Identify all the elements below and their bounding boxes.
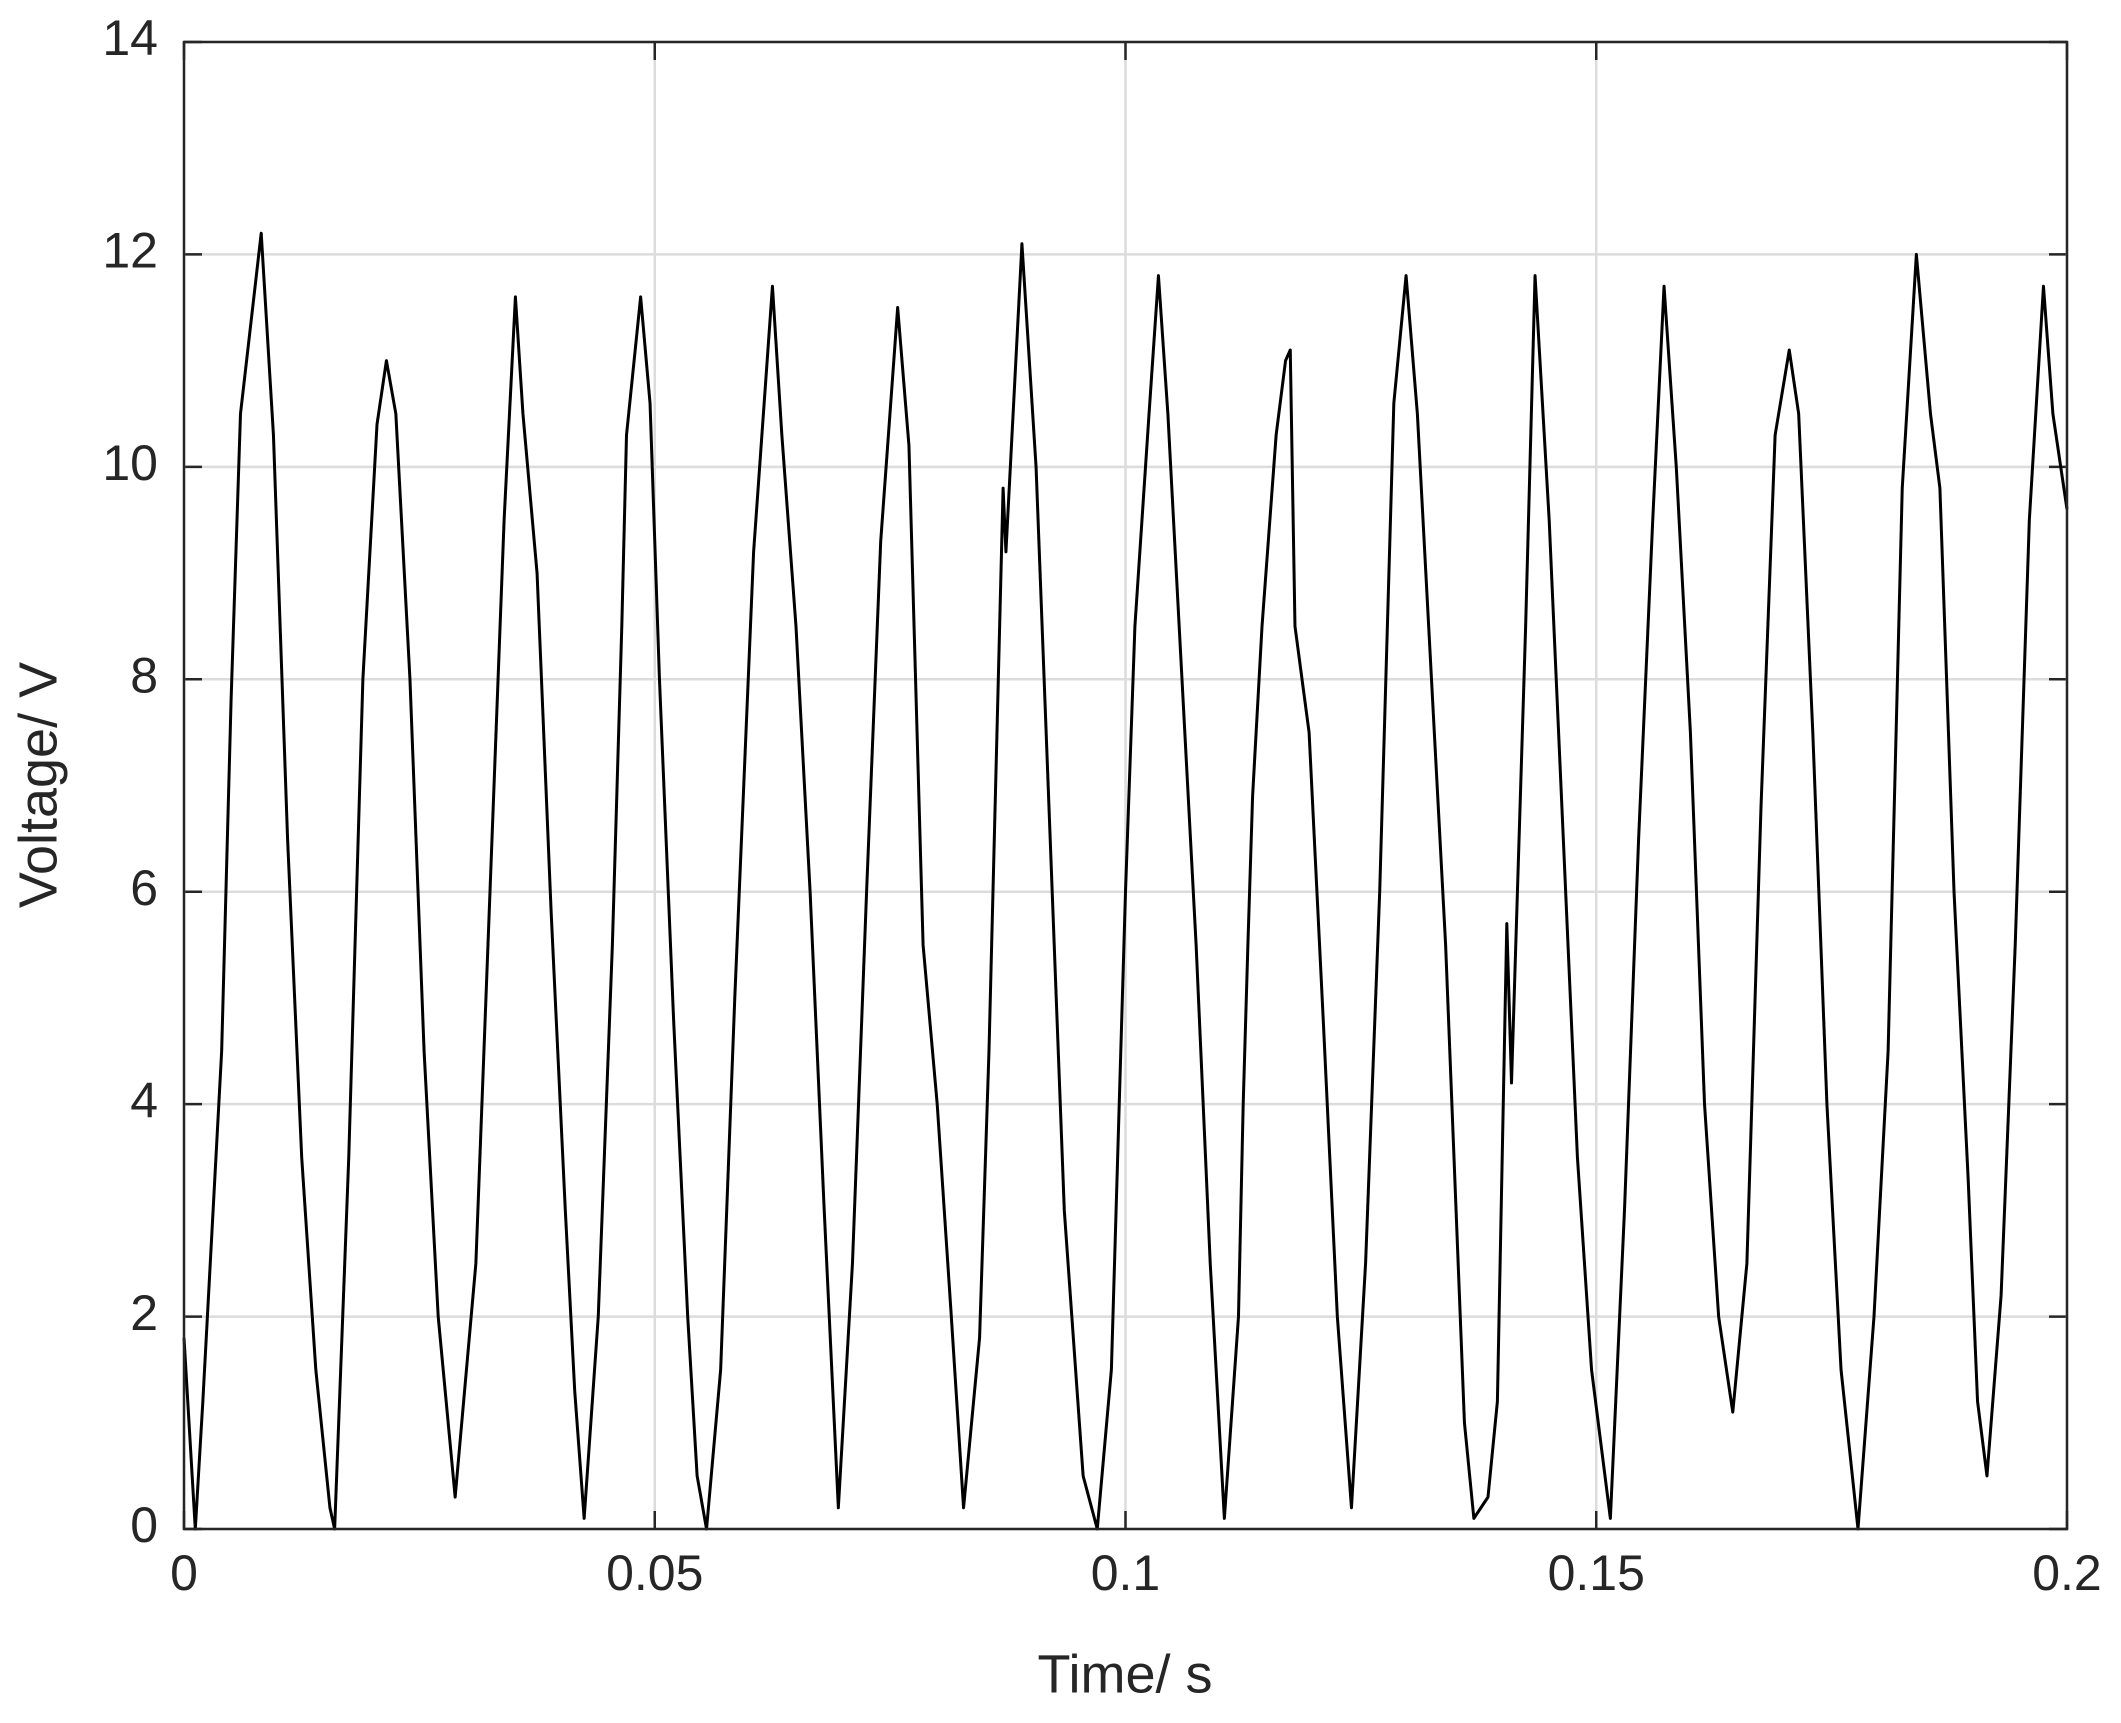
x-tick-label: 0 [170,1545,198,1601]
y-tick-label: 0 [130,1497,158,1553]
x-tick-label: 0.05 [606,1545,703,1601]
x-tick-label: 0.1 [1091,1545,1161,1601]
y-tick-label: 8 [130,647,158,703]
y-tick-label: 12 [102,223,158,279]
x-tick-label: 0.2 [2032,1545,2102,1601]
y-tick-label: 10 [102,435,158,491]
plot-frame [182,40,2069,1531]
y-tick-label: 4 [130,1072,158,1128]
x-axis-label: Time/ s [1038,1644,1213,1704]
y-tick-label: 2 [130,1285,158,1341]
y-axis-label: Voltage/ V [8,662,68,908]
y-tick-label: 6 [130,860,158,916]
y-tick-label: 14 [102,10,158,66]
x-tick-label: 0.15 [1548,1545,1645,1601]
data-line [182,231,2069,1531]
